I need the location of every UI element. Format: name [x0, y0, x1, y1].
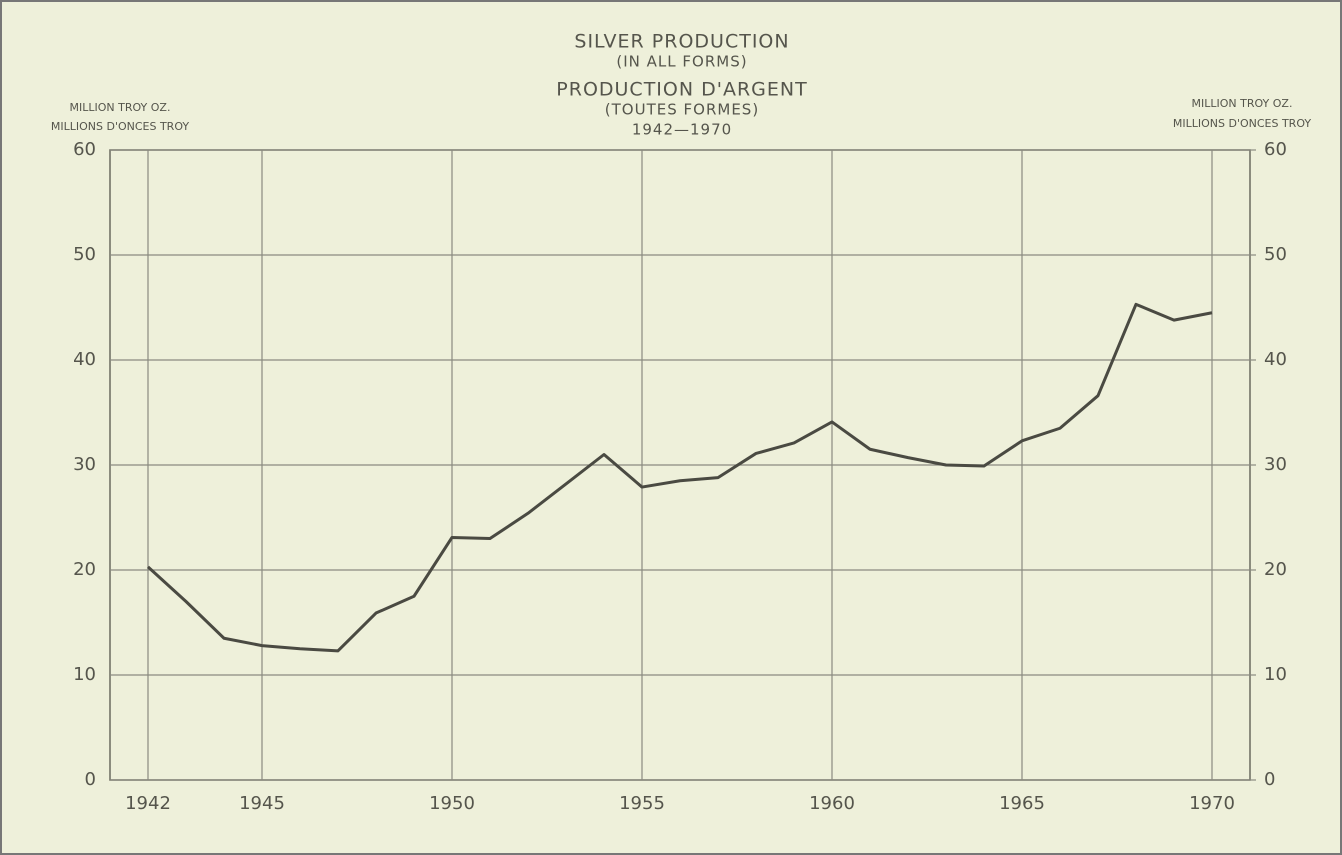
y2-tick-label: 20 [1264, 559, 1287, 580]
x-tick-label: 1945 [239, 793, 285, 814]
title: PRODUCTION D'ARGENT [556, 79, 807, 101]
y-tick-label: 60 [73, 139, 96, 160]
x-tick-label: 1960 [809, 793, 855, 814]
y2-tick-label: 0 [1264, 769, 1275, 790]
title: 1942—1970 [632, 121, 732, 139]
x-tick-label: 1955 [619, 793, 665, 814]
y-tick-label: 20 [73, 559, 96, 580]
x-tick-label: 1970 [1189, 793, 1235, 814]
y-tick-label: 10 [73, 664, 96, 685]
title: SILVER PRODUCTION [574, 31, 789, 53]
y2-tick-label: 60 [1264, 139, 1287, 160]
data-line [146, 302, 1213, 653]
y-tick-label: 40 [73, 349, 96, 370]
y2-axis-label: MILLION TROY OZ. [1192, 97, 1293, 110]
title: (TOUTES FORMES) [605, 101, 759, 119]
y2-tick-label: 30 [1264, 454, 1287, 475]
y2-tick-label: 50 [1264, 244, 1287, 265]
y-tick-label: 50 [73, 244, 96, 265]
x-tick-label: 1950 [429, 793, 475, 814]
y2-tick-label: 40 [1264, 349, 1287, 370]
y2-tick-label: 10 [1264, 664, 1287, 685]
y-axis-label: MILLION TROY OZ. [70, 101, 171, 114]
y-axis-label: MILLIONS D'ONCES TROY [51, 120, 190, 133]
x-tick-label: 1965 [999, 793, 1045, 814]
y-tick-label: 0 [85, 769, 96, 790]
x-tick-label: 1942 [125, 793, 171, 814]
y-tick-label: 30 [73, 454, 96, 475]
title: (IN ALL FORMS) [616, 53, 747, 71]
y2-axis-label: MILLIONS D'ONCES TROY [1173, 117, 1312, 130]
